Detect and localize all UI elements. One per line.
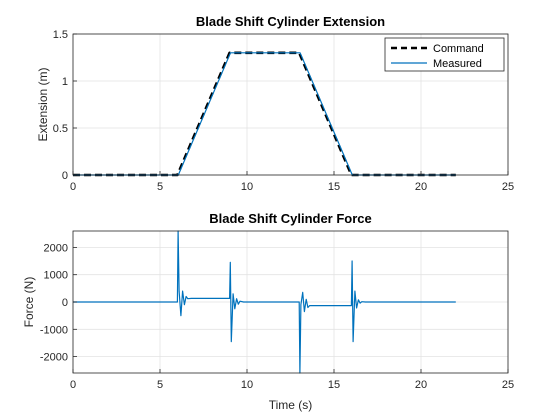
force-xtick-label: 10 [241,379,253,391]
force-ytick-label: -1000 [40,324,68,336]
extension-ytick-label: 1.5 [53,29,68,41]
force-xtick-label: 15 [328,379,340,391]
force-plot-ylabel: Force (N) [22,277,36,328]
legend-measured-label: Measured [433,58,482,70]
force-ytick-label: 1000 [44,270,68,282]
force-plot-xlabel: Time (s) [269,398,313,412]
legend-box [384,37,505,72]
legend-command-label: Command [433,43,484,55]
force-plot-title: Blade Shift Cylinder Force [209,211,372,226]
force-xtick-label: 25 [502,379,514,391]
force-ytick-label: -2000 [40,352,68,364]
extension-plot-title: Blade Shift Cylinder Extension [196,14,385,29]
extension-plot-ticks: 0 5 10 15 20 25 0 0.5 1 1.5 [53,29,514,193]
extension-plot-frame [72,33,509,176]
force-plot-ticks: 0 5 10 15 20 25 -2000 -1000 0 1000 2000 [40,242,514,391]
extension-xtick-label: 5 [157,181,163,193]
force-ytick-label: 2000 [44,242,68,254]
extension-plot-ylabel: Extension (m) [36,67,50,141]
extension-xtick-label: 20 [415,181,427,193]
force-xtick-label: 5 [157,379,163,391]
extension-plot: 0 5 10 15 20 25 0 0.5 1 1.5 Blade Shift Cylinder … [36,14,514,193]
extension-ytick-label: 0.5 [53,123,68,135]
force-ytick-label: 0 [62,297,68,309]
force-xtick-label: 20 [415,379,427,391]
force-xtick-label: 0 [70,379,76,391]
extension-ytick-label: 1 [62,76,68,88]
extension-ytick-label: 0 [62,170,68,182]
force-force-series-line [73,230,456,374]
force-plot: 0 5 10 15 20 25 -2000 -1000 0 1000 2000 Blade Shif… [22,211,514,412]
extension-xtick-label: 0 [70,181,76,193]
force-plot-series [73,230,456,374]
extension-xtick-label: 25 [502,181,514,193]
extension-xtick-label: 10 [241,181,253,193]
extension-xtick-label: 15 [328,181,340,193]
extension-legend: Command Measured [384,37,505,72]
